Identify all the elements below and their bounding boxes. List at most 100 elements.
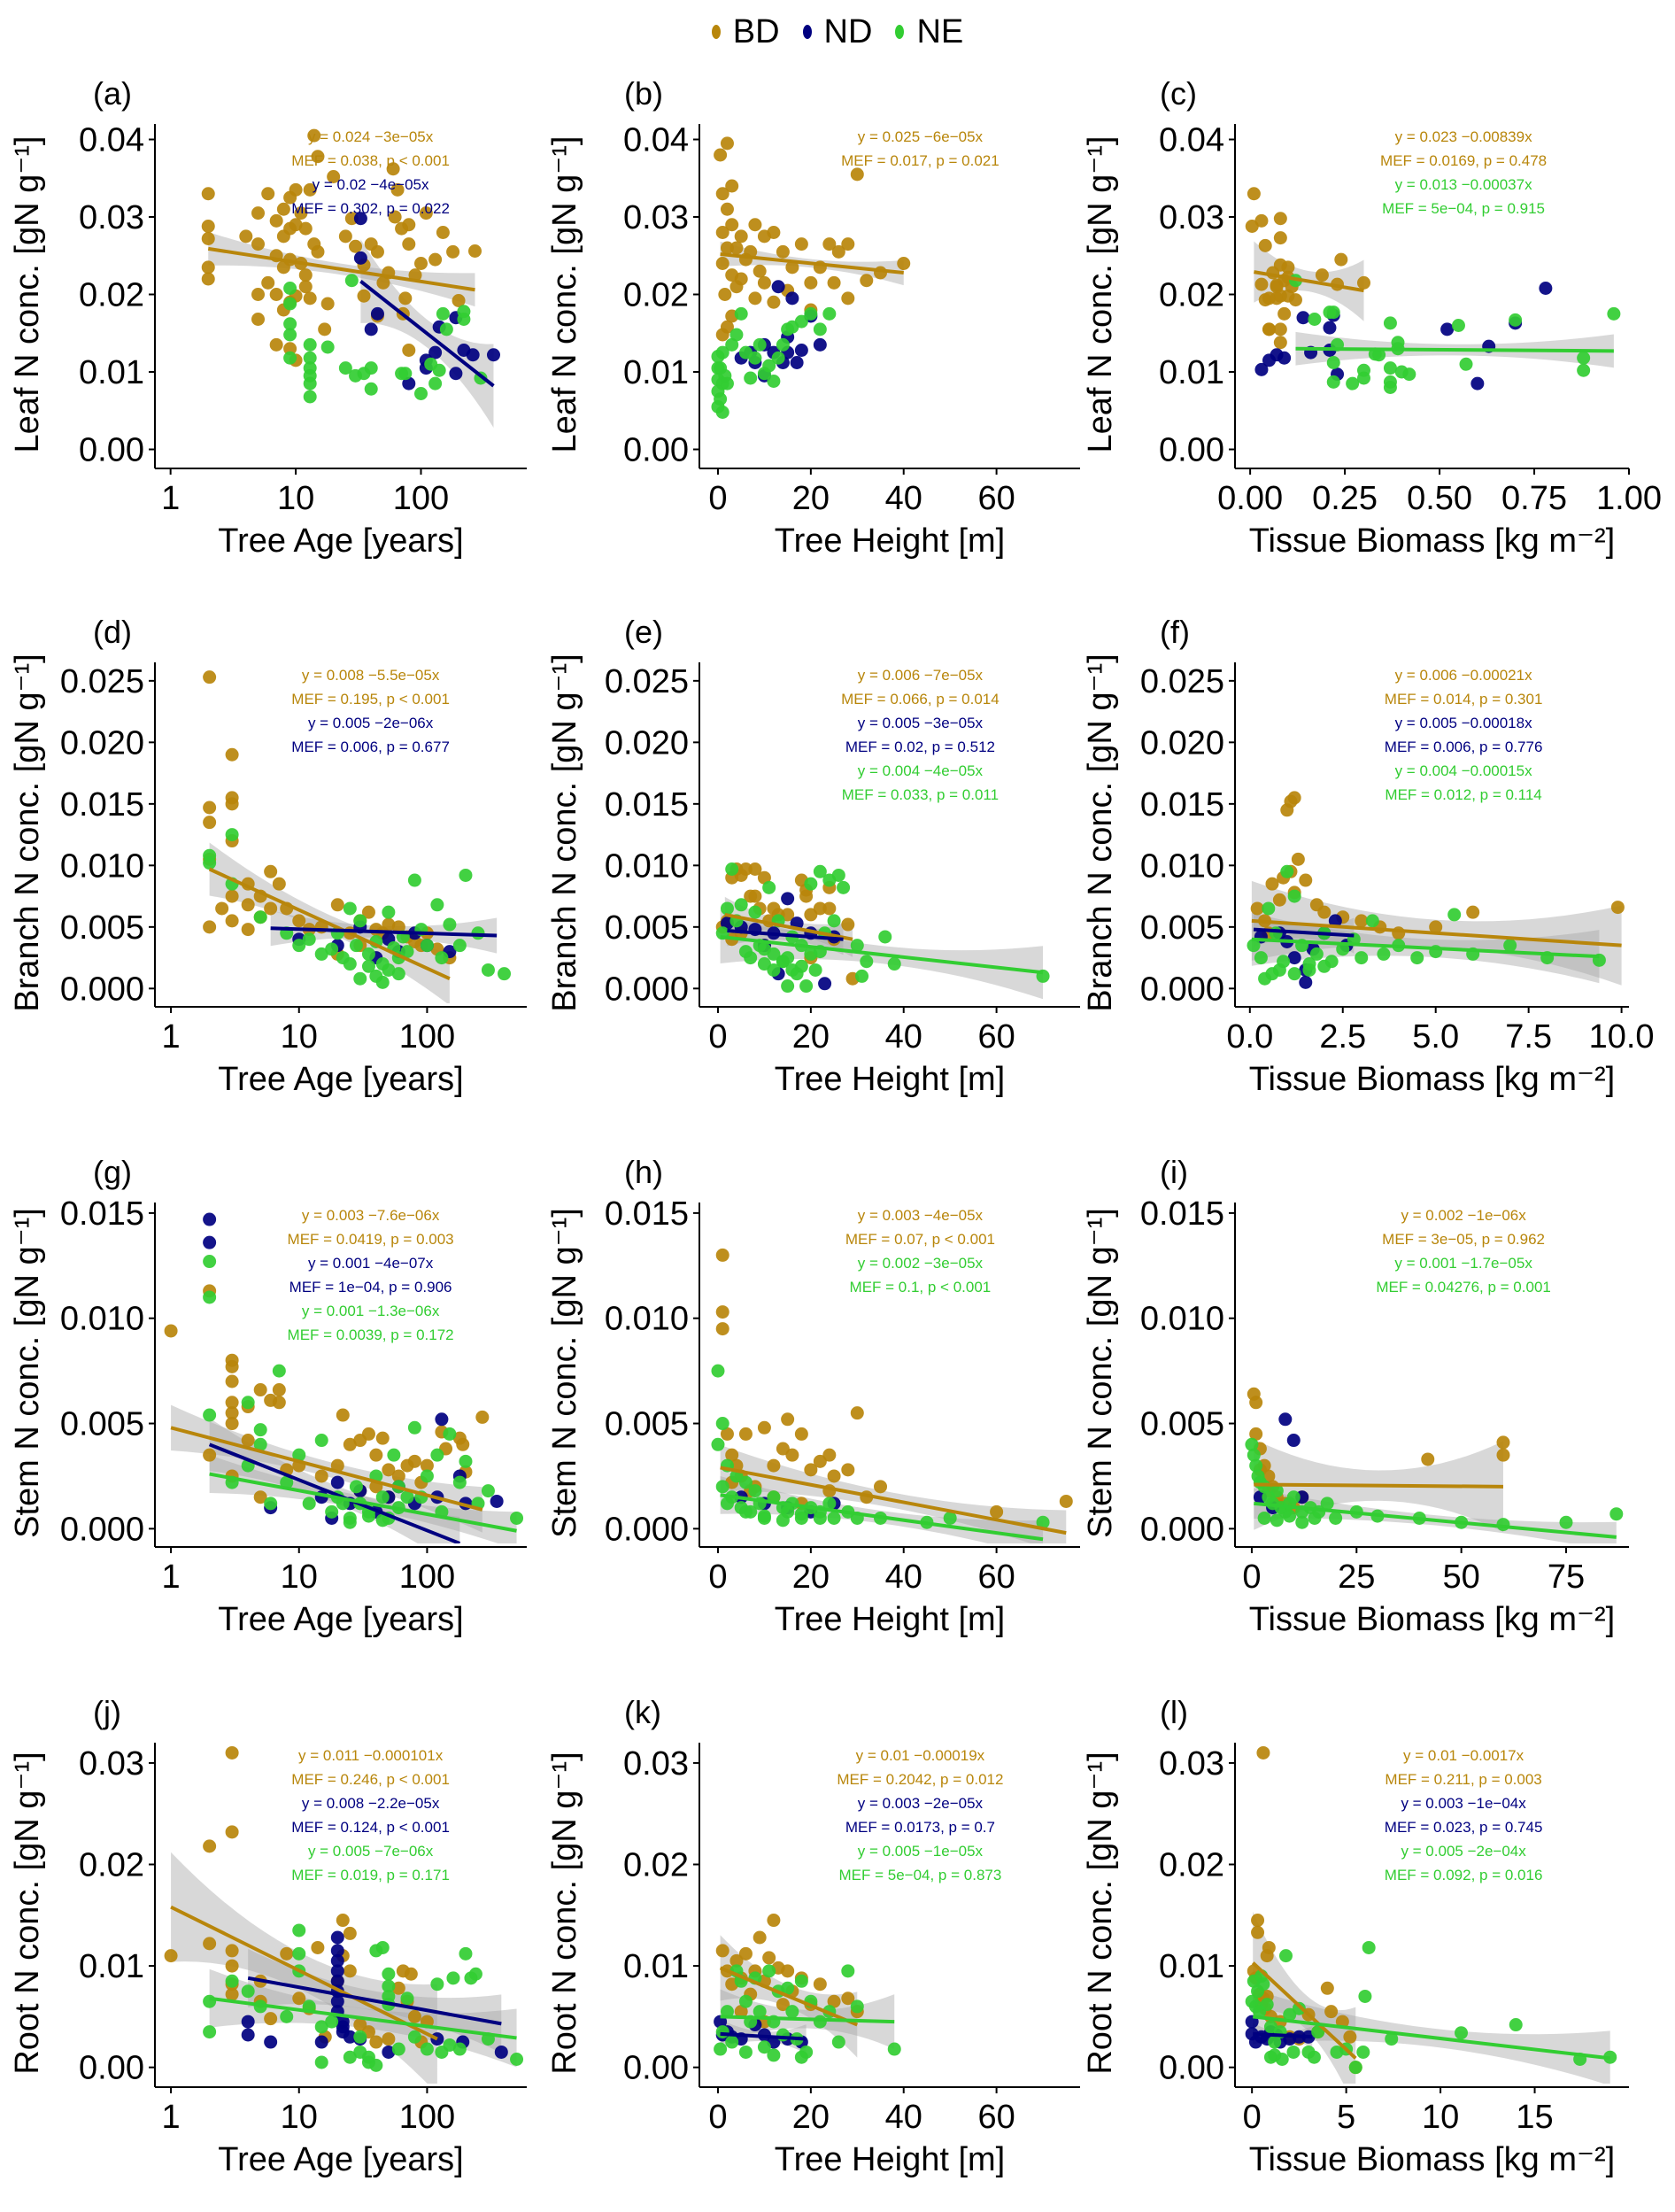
point-bd [241,923,255,937]
point-ne [420,939,434,953]
point-bd [841,291,855,306]
point-bd [1288,293,1302,307]
point-bd [436,226,450,239]
point-bd [715,1944,729,1958]
y-tick-label: 0.000 [605,1511,689,1548]
point-ne [1455,2026,1469,2040]
point-ne [1317,959,1332,973]
point-ne [428,376,443,391]
fit-line-ne [209,1472,517,1533]
point-bd [452,294,466,307]
y-tick-label: 0.01 [1159,354,1224,391]
point-ne [715,406,729,419]
point-ne [738,1475,753,1489]
y-tick-label: 0.000 [1140,1511,1224,1548]
point-ne [776,955,790,969]
point-ne [1257,1511,1271,1525]
point-ne [1559,1515,1573,1529]
point-bd [386,162,400,176]
point-ne [457,313,471,326]
panel-label: (b) [624,75,663,112]
point-bd [292,914,306,928]
point-bd [729,1953,744,1968]
panel-label: (j) [93,1694,121,1730]
y-tick-label: 0.020 [60,724,144,762]
point-ne [468,1967,482,1981]
point-ne [748,1484,762,1498]
point-bd [225,1417,239,1431]
y-tick-label: 0.015 [60,1195,144,1233]
point-ne [225,1974,239,1988]
x-tick-label: 75 [1548,1558,1585,1596]
y-tick-label: 0.03 [79,1745,144,1783]
point-bd [201,272,215,286]
point-ne [1326,356,1340,369]
x-tick-label: 20 [792,480,830,517]
point-bd [251,288,266,301]
y-tick-label: 0.020 [1140,724,1224,762]
x-tick-label: 100 [399,2099,455,2136]
regression-annotation-nd: MEF = 0.006, p = 0.677 [291,739,450,755]
y-tick-label: 0.04 [1159,122,1224,159]
regression-annotation-ne: y = 0.001 −1.7e−05x [1394,1255,1532,1272]
point-ne [1365,914,1379,928]
panel-b: (b) 0.00 0.01 0.02 0.03 0.04 0 20 40 60 Tree Heigh… [546,75,1080,560]
point-bd [762,1951,776,1965]
point-ne [1247,939,1261,953]
point-bd [318,322,332,336]
fit-line-bd [1254,270,1364,293]
point-ne [711,1437,725,1451]
regression-annotation-ne: MEF = 0.0039, p = 0.172 [288,1326,454,1343]
point-bd [734,272,748,286]
x-tick-label: 20 [792,1558,830,1596]
fit-line-bd [207,246,475,292]
regression-annotation-nd: y = 0.003 −1e−04x [1401,1795,1526,1812]
point-ne [325,942,339,956]
x-axis-label: Tissue Biomass [kg m⁻²] [1249,1601,1616,1638]
y-tick-label: 0.00 [623,2050,689,2087]
x-tick-label: 0.00 [1217,480,1283,517]
point-ne [808,963,822,977]
y-tick-label: 0.025 [605,663,689,700]
y-axis-label: Branch N conc. [gN g⁻¹] [9,654,46,1011]
x-tick-label: 1.00 [1596,480,1662,517]
y-axis-label: Branch N conc. [gN g⁻¹] [546,654,583,1011]
point-bd [413,257,428,270]
point-ne [1607,306,1621,321]
point-ne [459,1946,473,1961]
y-tick-label: 0.04 [79,122,144,159]
point-bd [767,295,781,309]
point-nd [343,2030,357,2044]
point-ne [1249,1458,1263,1473]
point-ne [314,2020,328,2034]
y-tick-label: 0.00 [79,432,144,469]
point-nd [486,348,500,362]
point-bd [1281,260,1295,275]
x-axis-label: Tree Height [m] [775,1601,1005,1638]
point-bd [753,1930,767,1945]
point-bd [813,901,827,916]
point-ne [398,367,413,381]
point-ne [1372,348,1386,362]
point-bd [785,260,799,275]
point-ne [850,939,864,953]
point-bd [827,1994,841,2008]
fit-line-bd [720,1466,1067,1535]
fit-line-bd [1251,918,1622,947]
regression-annotation-bd: y = 0.006 −7e−05x [858,667,984,684]
panel-i: (i) 0.000 0.005 0.010 0.015 0 25 50 75 Tissue Bio… [1082,1154,1629,1638]
point-bd [336,1408,350,1422]
point-nd [1440,322,1455,336]
point-ne [860,955,874,969]
point-ne [734,306,748,321]
point-ne [1283,1509,1297,1523]
regression-annotation-bd: y = 0.008 −5.5e−05x [302,667,440,684]
y-tick-label: 0.03 [1159,199,1224,236]
point-ne [725,862,739,877]
point-ne [1278,1949,1293,1963]
point-ne [439,322,453,336]
point-ne [325,2015,339,2029]
plot-area [714,1914,901,2064]
point-ne [481,1484,495,1498]
point-ne [443,1427,457,1441]
